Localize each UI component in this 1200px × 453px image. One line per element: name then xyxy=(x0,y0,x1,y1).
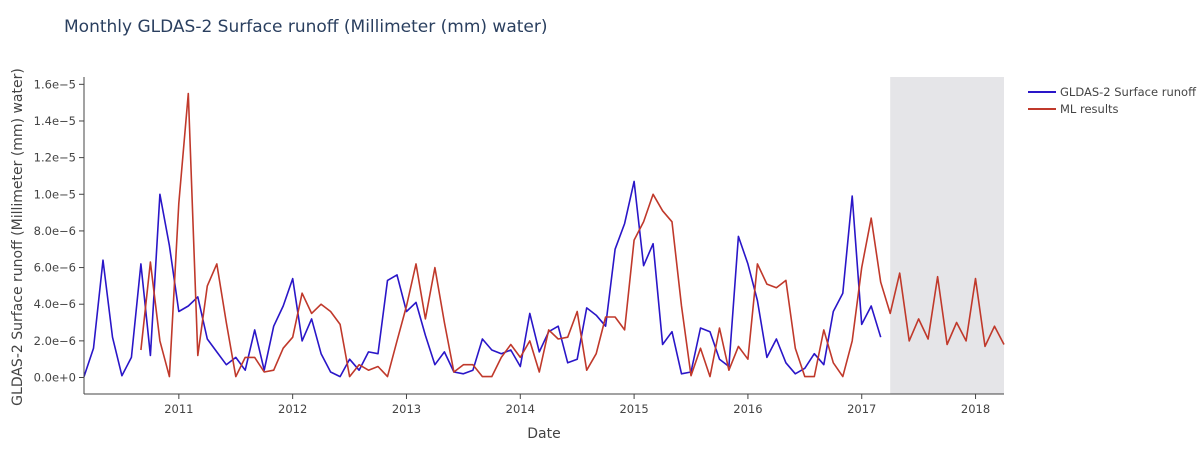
x-tick-label: 2012 xyxy=(278,402,307,416)
y-tick-label: 0.0e+0 xyxy=(34,371,76,385)
x-axis-title: Date xyxy=(527,426,560,442)
series-line-1 xyxy=(83,180,882,378)
legend: GLDAS-2 Surface runoff ML results xyxy=(1028,85,1197,116)
x-tick-label: 2014 xyxy=(506,402,535,416)
series-layer xyxy=(83,92,1005,378)
y-tick-label: 2.0e−6 xyxy=(34,334,76,348)
y-axis-ticks: 0.0e+0 2.0e−6 4.0e−6 6.0e−6 8.0e−6 1.0e−5 1.2e… xyxy=(34,77,84,385)
y-axis-title: GLDAS-2 Surface runoff (Millimeter (mm) … xyxy=(10,68,26,406)
x-axis-ticks: 2011 2012 2013 2014 2015 2016 2017 2018 xyxy=(164,394,990,416)
y-tick-label: 8.0e−6 xyxy=(34,224,76,238)
x-tick-label: 2015 xyxy=(619,402,648,416)
x-tick-label: 2011 xyxy=(164,402,193,416)
x-tick-label: 2017 xyxy=(847,402,876,416)
y-tick-label: 1.0e−5 xyxy=(34,187,76,201)
x-tick-label: 2013 xyxy=(392,402,421,416)
legend-label-1: GLDAS-2 Surface runoff xyxy=(1060,85,1197,99)
chart-title: Monthly GLDAS-2 Surface runoff (Millimet… xyxy=(64,17,548,37)
y-tick-label: 4.0e−6 xyxy=(34,297,76,311)
x-tick-label: 2018 xyxy=(961,402,990,416)
y-tick-label: 1.2e−5 xyxy=(34,151,76,165)
plot-area: 2011 2012 2013 2014 2015 2016 2017 2018 0.0e+0 2… xyxy=(34,77,1005,416)
y-tick-label: 1.4e−5 xyxy=(34,114,76,128)
legend-label-2: ML results xyxy=(1060,102,1119,116)
series-line-2 xyxy=(140,92,1005,378)
y-tick-label: 6.0e−6 xyxy=(34,261,76,275)
x-tick-label: 2016 xyxy=(733,402,762,416)
y-tick-label: 1.6e−5 xyxy=(34,77,76,91)
shaded-forecast-region xyxy=(890,77,1004,394)
